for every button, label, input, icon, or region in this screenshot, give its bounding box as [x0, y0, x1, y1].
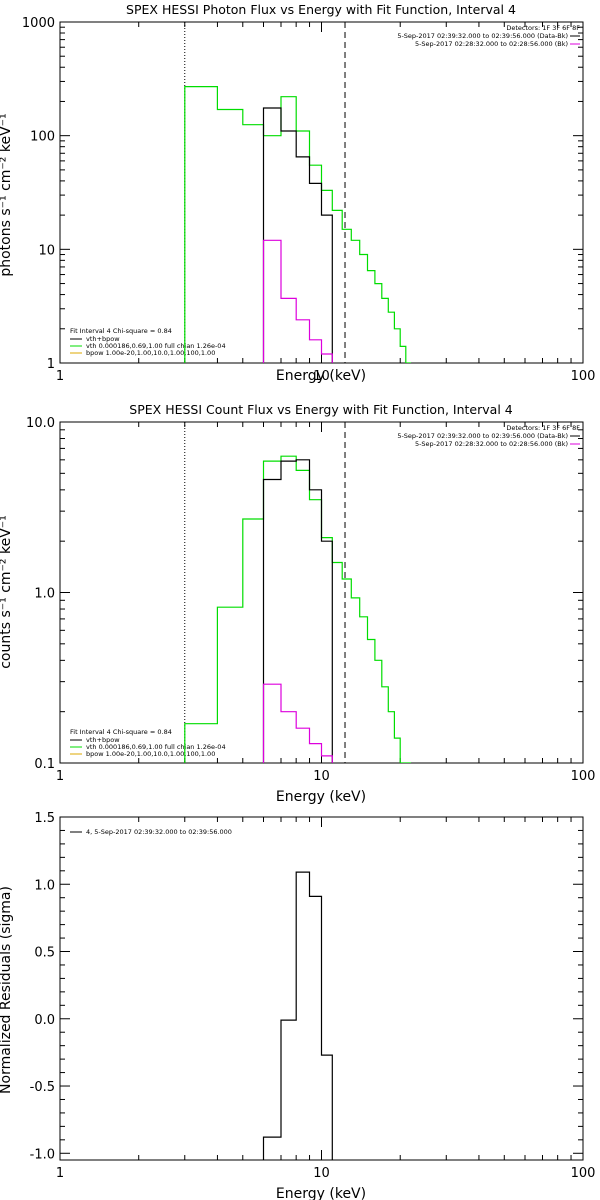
y-axis-label: Normalized Residuals (sigma) — [0, 886, 14, 1094]
y-tick-label: 1.5 — [34, 811, 55, 826]
photon-flux-panel: SPEX HESSI Photon Flux vs Energy with Fi… — [0, 2, 595, 384]
bk-time-label: 5-Sep-2017 02:28:32.000 to 02:28:56.000 … — [415, 440, 568, 448]
x-tick-label: 10 — [313, 1166, 330, 1181]
series-vth-line — [184, 455, 411, 763]
x-tick-label: 100 — [571, 1166, 596, 1181]
series-bpow-line — [262, 683, 333, 763]
y-tick-label: 100 — [30, 130, 55, 145]
x-tick-label: 1 — [56, 1166, 64, 1181]
y-tick-label: 0.1 — [34, 757, 55, 772]
y-tick-label: 0.0 — [34, 1013, 55, 1028]
residual-legend: 4, 5-Sep-2017 02:39:32.000 to 02:39:56.0… — [86, 828, 232, 836]
x-tick-label: 1 — [56, 769, 64, 784]
fit-legend-title: Fit Interval 4 Chi-square = 0.84 — [70, 728, 172, 736]
fit-legend-bpow: bpow 1.00e-20,1.00,10.0,1.00,100,1.00 — [86, 750, 215, 758]
y-tick-label: 0.5 — [34, 946, 55, 961]
x-tick-label: 100 — [571, 769, 596, 784]
x-axis-label: Energy (keV) — [276, 789, 366, 805]
bk-time-label: 5-Sep-2017 02:28:32.000 to 02:28:56.000 … — [415, 40, 568, 48]
x-tick-label: 1 — [56, 369, 64, 384]
y-tick-label: -1.0 — [30, 1147, 55, 1162]
series-vth-plus-bpow-line — [262, 107, 333, 363]
chart-title: SPEX HESSI Photon Flux vs Energy with Fi… — [126, 2, 516, 17]
residuals-panel: Energy (keV) Normalized Residuals (sigma… — [0, 811, 595, 1200]
detectors-label: Detectors: 1F 3F 6F 8F — [506, 24, 580, 32]
data-time-label: 5-Sep-2017 02:39:32.000 to 02:39:56.000 … — [397, 32, 568, 40]
fit-legend-bpow: bpow 1.00e-20,1.00,10.0,1.00,100,1.00 — [86, 349, 215, 357]
count-flux-panel: SPEX HESSI Count Flux vs Energy with Fit… — [0, 402, 595, 805]
fit-legend-total: vth+bpow — [86, 335, 120, 343]
fit-legend-vth: vth 0.000186,0.69,1.00 full chian 1.26e-… — [86, 342, 226, 350]
series-vth-plus-bpow-line — [262, 459, 333, 763]
fit-legend-vth: vth 0.000186,0.69,1.00 full chian 1.26e-… — [86, 743, 226, 751]
y-tick-label: 10 — [38, 243, 55, 258]
y-tick-label: 1 — [47, 357, 55, 372]
x-axis-label: Energy (keV) — [276, 368, 366, 384]
y-axis-label: counts s⁻¹ cm⁻² keV⁻¹ — [0, 515, 14, 669]
y-tick-label: -0.5 — [30, 1080, 55, 1095]
x-tick-label: 100 — [571, 369, 596, 384]
y-tick-label: 10.0 — [26, 416, 55, 431]
x-axis-label: Energy (keV) — [276, 1186, 366, 1200]
detectors-label: Detectors: 1F 3F 6F 8F — [506, 424, 580, 432]
plot-frame — [59, 421, 584, 764]
chart-title: SPEX HESSI Count Flux vs Energy with Fit… — [129, 402, 512, 417]
fit-legend-total: vth+bpow — [86, 736, 120, 744]
series-bpow-line — [262, 239, 333, 363]
x-tick-label: 10 — [313, 369, 330, 384]
y-tick-label: 1000 — [22, 16, 55, 31]
y-tick-label: 1.0 — [34, 878, 55, 893]
series-residuals-line — [262, 871, 333, 1160]
data-time-label: 5-Sep-2017 02:39:32.000 to 02:39:56.000 … — [397, 432, 568, 440]
y-axis-label: photons s⁻¹ cm⁻² keV⁻¹ — [0, 113, 14, 276]
series-vth-line — [184, 86, 411, 363]
x-tick-label: 10 — [313, 769, 330, 784]
fit-legend-title: Fit Interval 4 Chi-square = 0.84 — [70, 327, 172, 335]
y-tick-label: 1.0 — [34, 587, 55, 602]
